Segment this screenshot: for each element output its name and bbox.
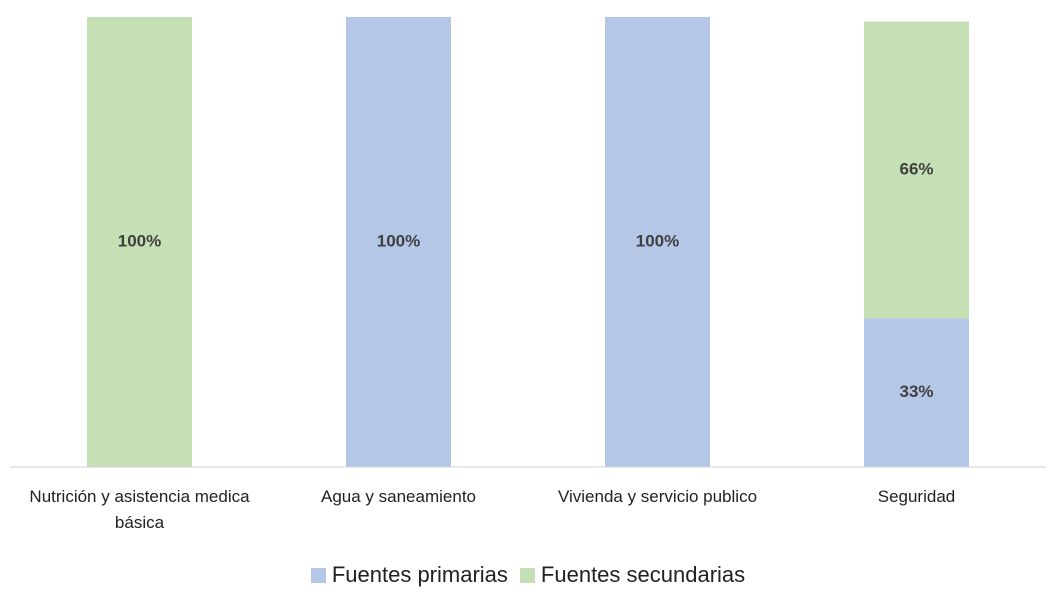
- legend-swatch: [310, 567, 326, 583]
- data-label: 100%: [636, 231, 679, 250]
- bar-segment: [864, 21, 969, 319]
- legend-item: Fuentes secundarias: [519, 562, 746, 588]
- legend: Fuentes primarias Fuentes secundarias: [0, 562, 1056, 589]
- bar-segment: [87, 17, 192, 467]
- legend-label: Fuentes secundarias: [540, 562, 746, 587]
- bar-segment: [864, 318, 969, 467]
- legend-swatch: [519, 567, 535, 583]
- x-tick-label: Nutrición y asistencia medica básica: [29, 487, 250, 532]
- data-label: 33%: [899, 382, 933, 401]
- data-label: 100%: [377, 231, 420, 250]
- x-tick-label: Vivienda y servicio publico: [557, 487, 758, 506]
- x-tick-label: Seguridad: [877, 487, 956, 506]
- x-tick-label: Agua y saneamiento: [321, 487, 476, 506]
- legend-item: Fuentes primarias: [310, 562, 508, 588]
- bar-segment: [346, 17, 451, 467]
- data-label: 66%: [899, 159, 933, 178]
- bar-segment: [605, 17, 710, 467]
- legend-label: Fuentes primarias: [331, 562, 508, 587]
- data-label: 100%: [118, 231, 161, 250]
